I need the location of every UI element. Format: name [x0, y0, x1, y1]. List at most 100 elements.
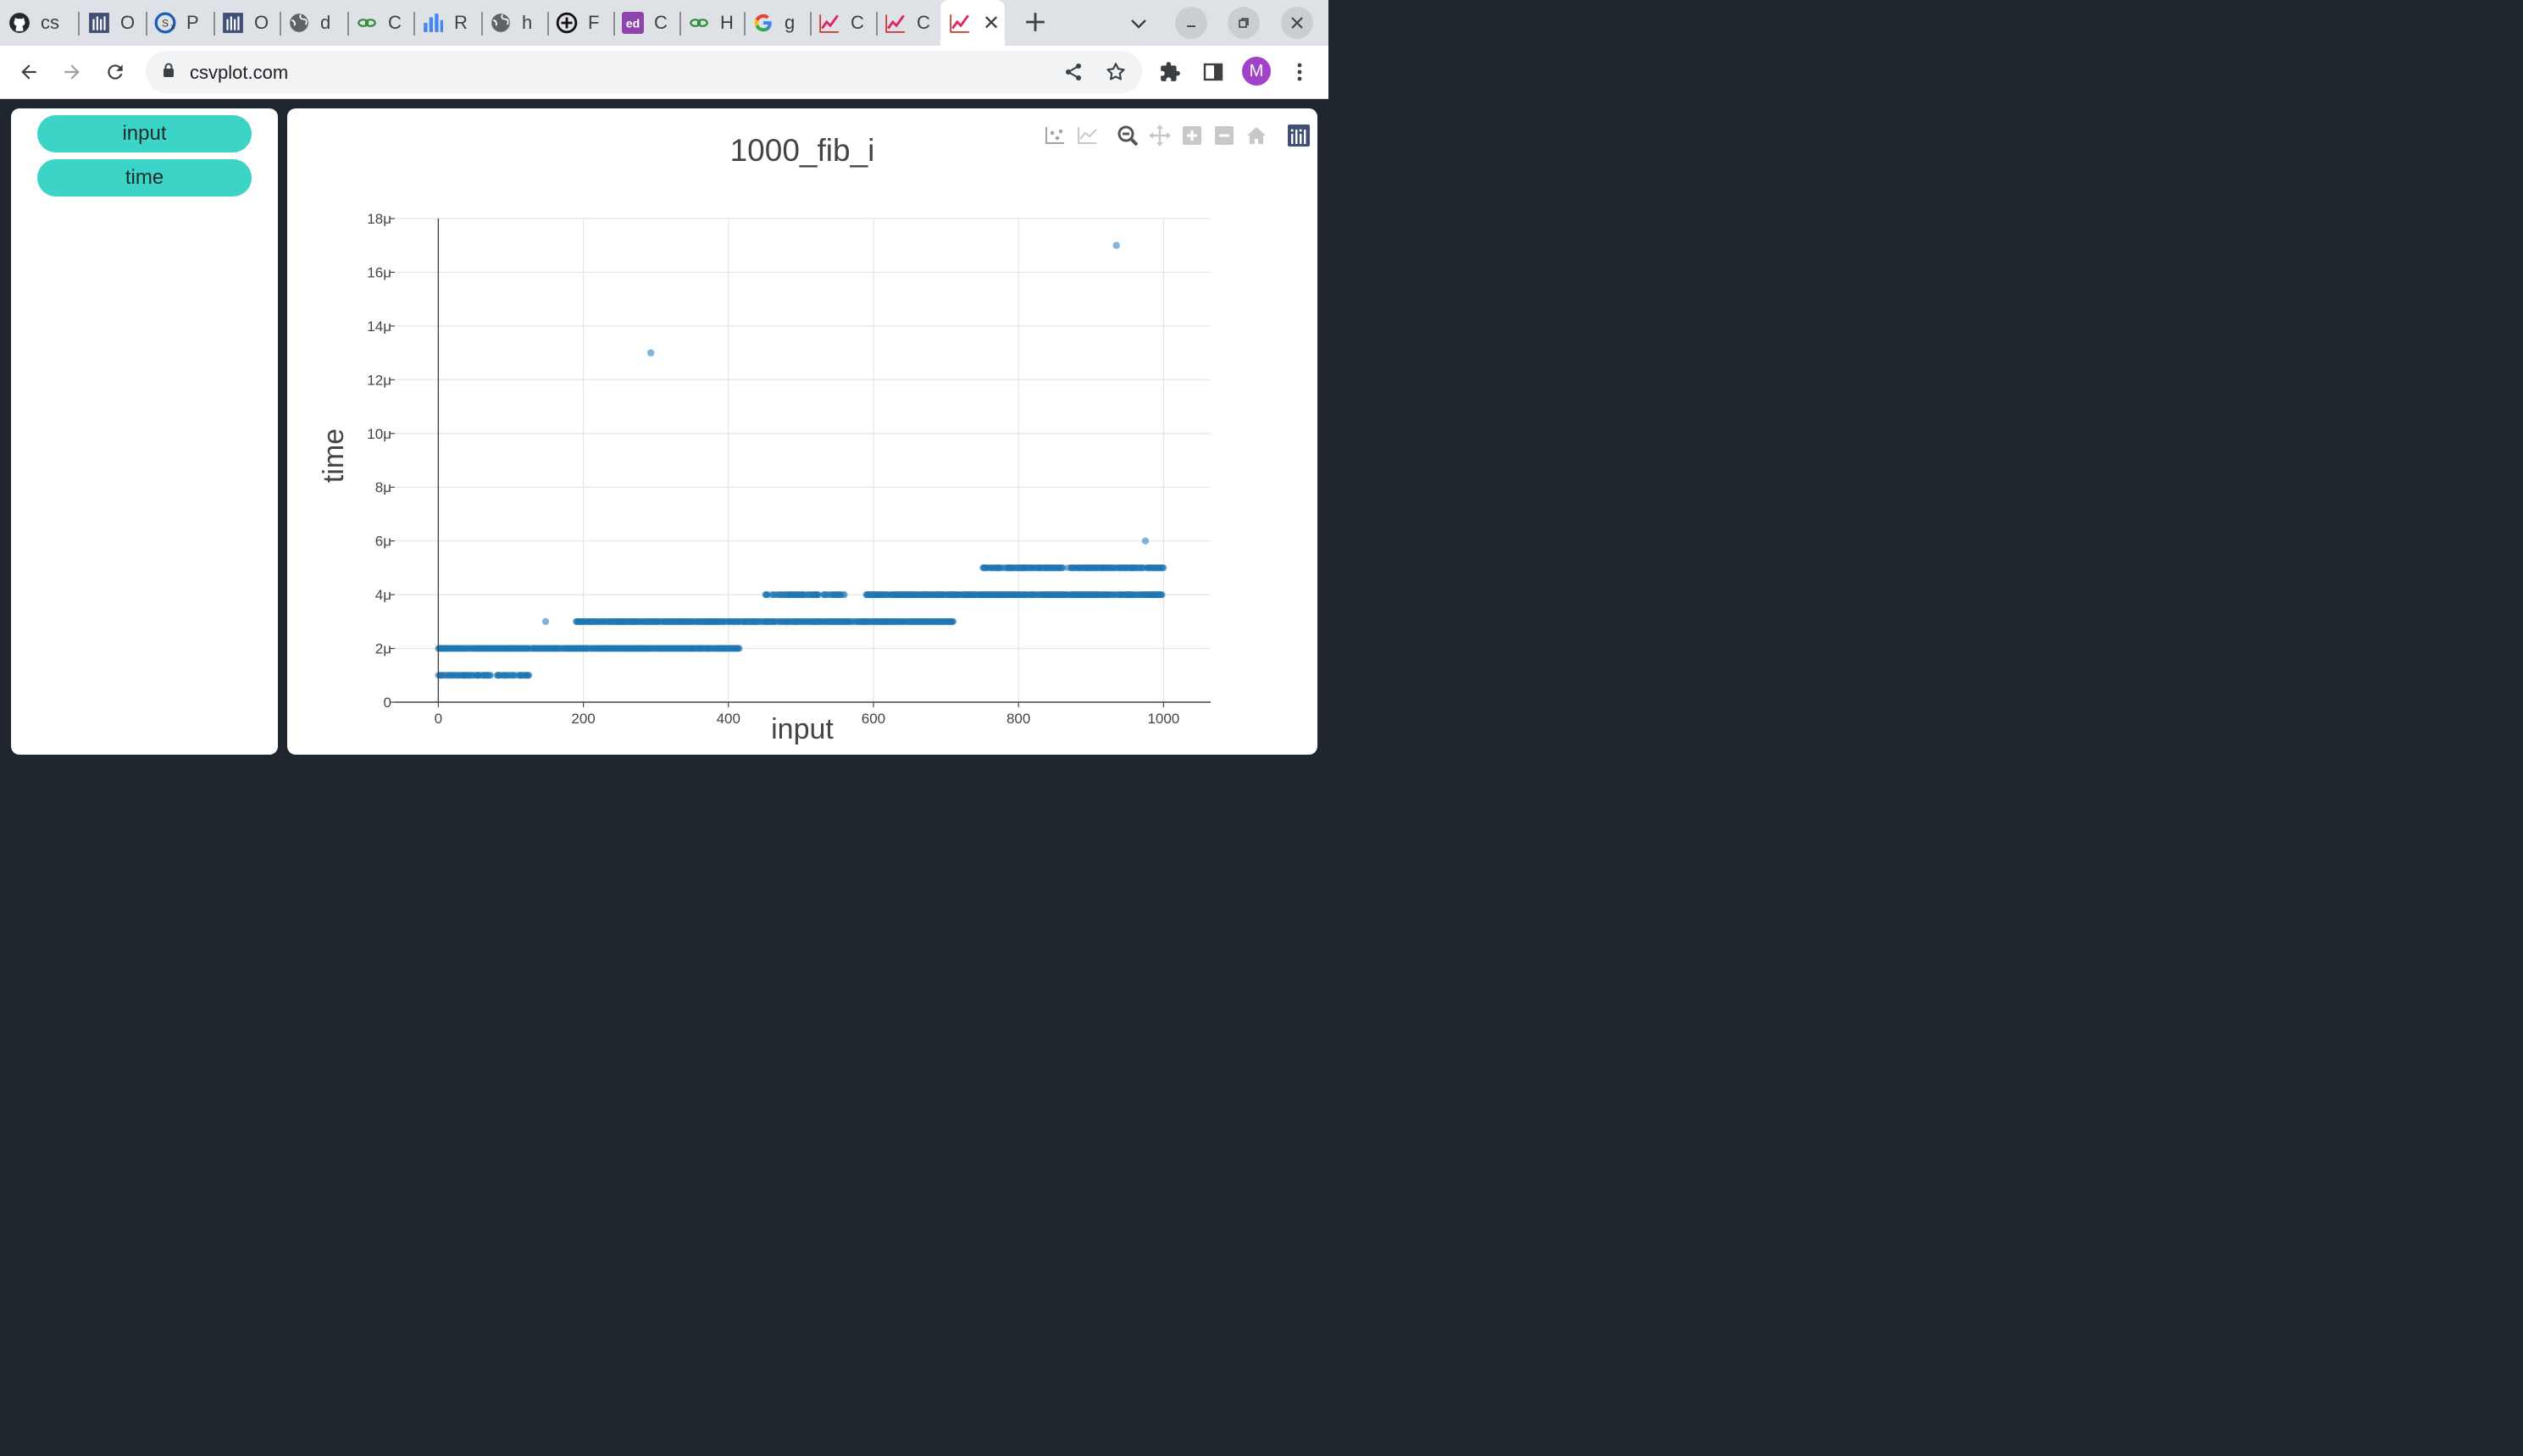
csvplot-icon — [884, 12, 907, 34]
tab-title: g — [785, 12, 796, 33]
browser-tab[interactable]: d — [280, 0, 347, 46]
link-green-icon — [356, 12, 378, 34]
profile-initial: M — [1249, 61, 1264, 80]
tab-title: P — [186, 12, 199, 33]
tab-title: C — [654, 12, 668, 33]
tab-separator — [679, 12, 681, 36]
tab-separator — [146, 12, 147, 36]
browser-tab[interactable]: ed C — [613, 0, 679, 46]
browser-tab[interactable]: R — [413, 0, 481, 46]
scatter-chart: 0 2μ 4μ 6μ 8μ 10μ 12μ 14μ 16μ 18μ 0 200 400 600 800 100… — [318, 133, 1211, 745]
restore-icon — [1239, 18, 1249, 28]
reload-button[interactable] — [99, 56, 131, 88]
browser-tab[interactable]: g — [744, 0, 810, 46]
column-button-input[interactable]: input — [37, 115, 252, 152]
data-point — [840, 591, 848, 599]
browser-tab[interactable]: C — [810, 0, 876, 46]
compare-data-icon[interactable] — [1043, 124, 1067, 147]
plus-circle-icon — [556, 12, 578, 34]
browser-tab[interactable]: C — [876, 0, 940, 46]
tab-title: O — [120, 12, 136, 33]
browser-tab[interactable]: C — [347, 0, 413, 46]
csvplot-icon — [818, 12, 840, 34]
x-tick-label: 800 — [1006, 711, 1030, 727]
reset-home-icon[interactable] — [1245, 124, 1268, 147]
browser-toolbar: csvplot.com M — [0, 46, 1328, 99]
x-tick-label: 600 — [862, 711, 885, 727]
page-content: input time — [0, 99, 1328, 767]
profile-avatar[interactable]: M — [1242, 57, 1271, 86]
tab-separator — [347, 12, 349, 36]
data-point — [525, 672, 533, 679]
tab-title: C — [388, 12, 402, 33]
zoom-icon[interactable] — [1116, 124, 1140, 147]
globe-icon — [490, 12, 512, 34]
plotly-logo-icon[interactable] — [1287, 124, 1311, 147]
bookmark-star-icon[interactable] — [1103, 59, 1128, 85]
data-points — [435, 241, 1167, 679]
browser-menu-icon[interactable] — [1285, 58, 1314, 86]
tab-close-icon[interactable]: ✕ — [983, 11, 1001, 35]
y-tick-label: 10μ — [367, 426, 391, 442]
data-point — [1158, 591, 1166, 599]
browser-tab[interactable]: H — [679, 0, 744, 46]
column-panel: input time — [11, 108, 278, 755]
column-label: input — [122, 122, 167, 145]
y-tick-label: 12μ — [367, 372, 391, 388]
address-bar[interactable]: csvplot.com — [146, 51, 1142, 93]
y-tick-label: 4μ — [375, 587, 391, 603]
browser-tab[interactable]: ✕ — [940, 0, 1005, 46]
y-tick-label: 8μ — [375, 479, 391, 495]
y-tick-label: 2μ — [375, 641, 391, 657]
browser-tab[interactable]: h — [481, 0, 547, 46]
back-button[interactable] — [13, 56, 45, 88]
browser-tab[interactable]: F — [547, 0, 613, 46]
minimize-icon — [1187, 25, 1195, 27]
zoom-in-icon[interactable] — [1180, 124, 1204, 147]
data-point — [646, 349, 655, 357]
browser-tab[interactable]: O — [80, 0, 146, 46]
grid-logo-icon — [88, 12, 110, 34]
browser-tab[interactable]: O — [213, 0, 280, 46]
browser-tab[interactable]: cs — [0, 0, 78, 46]
side-panel-icon[interactable] — [1199, 58, 1228, 86]
data-point — [486, 672, 494, 679]
tab-title: cs — [41, 12, 59, 33]
data-point — [950, 617, 957, 625]
svg-text:S: S — [162, 17, 169, 29]
zoom-out-icon[interactable] — [1212, 124, 1236, 147]
x-axis-label: input — [771, 713, 834, 745]
column-button-time[interactable]: time — [37, 159, 252, 197]
arrow-left-icon — [21, 64, 36, 80]
close-window-button[interactable] — [1281, 7, 1313, 39]
close-icon — [1291, 17, 1303, 29]
github-icon — [8, 12, 30, 34]
share-icon[interactable] — [1061, 59, 1086, 85]
tab-search-button[interactable] — [1123, 8, 1154, 39]
axes: 0 2μ 4μ 6μ 8μ 10μ 12μ 14μ 16μ 18μ 0 200 400 600 800 100… — [367, 211, 1211, 727]
arrow-right-icon — [64, 64, 80, 80]
tab-title: H — [720, 12, 734, 33]
tab-title: R — [454, 12, 468, 33]
extensions-puzzle-icon[interactable] — [1156, 58, 1184, 86]
tab-separator — [78, 12, 80, 36]
tab-separator — [481, 12, 483, 36]
chevron-down-icon — [1131, 19, 1146, 29]
restore-button[interactable] — [1228, 7, 1260, 39]
y-tick-label: 14μ — [367, 318, 391, 335]
tab-title: h — [522, 12, 533, 33]
x-tick-label: 200 — [571, 711, 595, 727]
minimize-button[interactable] — [1175, 7, 1207, 39]
x-tick-label: 1000 — [1147, 711, 1179, 727]
google-icon — [752, 12, 774, 34]
forward-button[interactable] — [56, 56, 88, 88]
globe-icon — [288, 12, 310, 34]
new-tab-button[interactable] — [1020, 7, 1051, 37]
bar-chart-icon — [422, 12, 444, 34]
hover-closest-icon[interactable] — [1075, 124, 1099, 147]
data-point — [735, 645, 743, 652]
pan-icon[interactable] — [1148, 124, 1172, 147]
